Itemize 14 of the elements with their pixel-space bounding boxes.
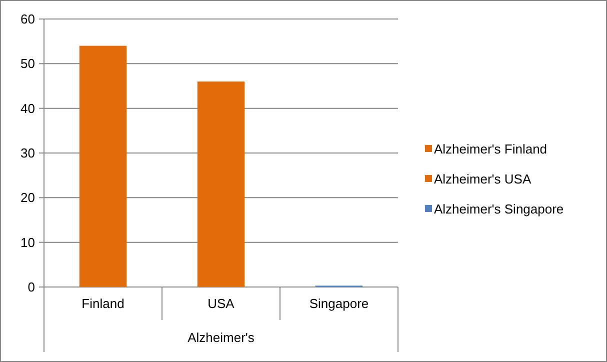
y-tick-label: 50	[20, 56, 35, 72]
x-tick-label: Singapore	[309, 296, 369, 311]
y-tick-label: 10	[20, 234, 35, 250]
legend-label: Alzheimer's Singapore	[434, 202, 564, 217]
y-tick-label: 0	[28, 280, 35, 295]
y-tick-label: 40	[20, 100, 35, 116]
legend-label: Alzheimer's USA	[434, 172, 532, 187]
x-tick-label: Finland	[82, 296, 124, 311]
y-tick-label: 30	[20, 146, 35, 161]
x-tick-label: USA	[208, 296, 235, 311]
x-axis-title: Alzheimer's	[188, 330, 255, 345]
y-tick-label: 20	[20, 190, 35, 206]
y-tick-label: 60	[20, 12, 35, 27]
legend-label: Alzheimer's Finland	[434, 142, 548, 157]
